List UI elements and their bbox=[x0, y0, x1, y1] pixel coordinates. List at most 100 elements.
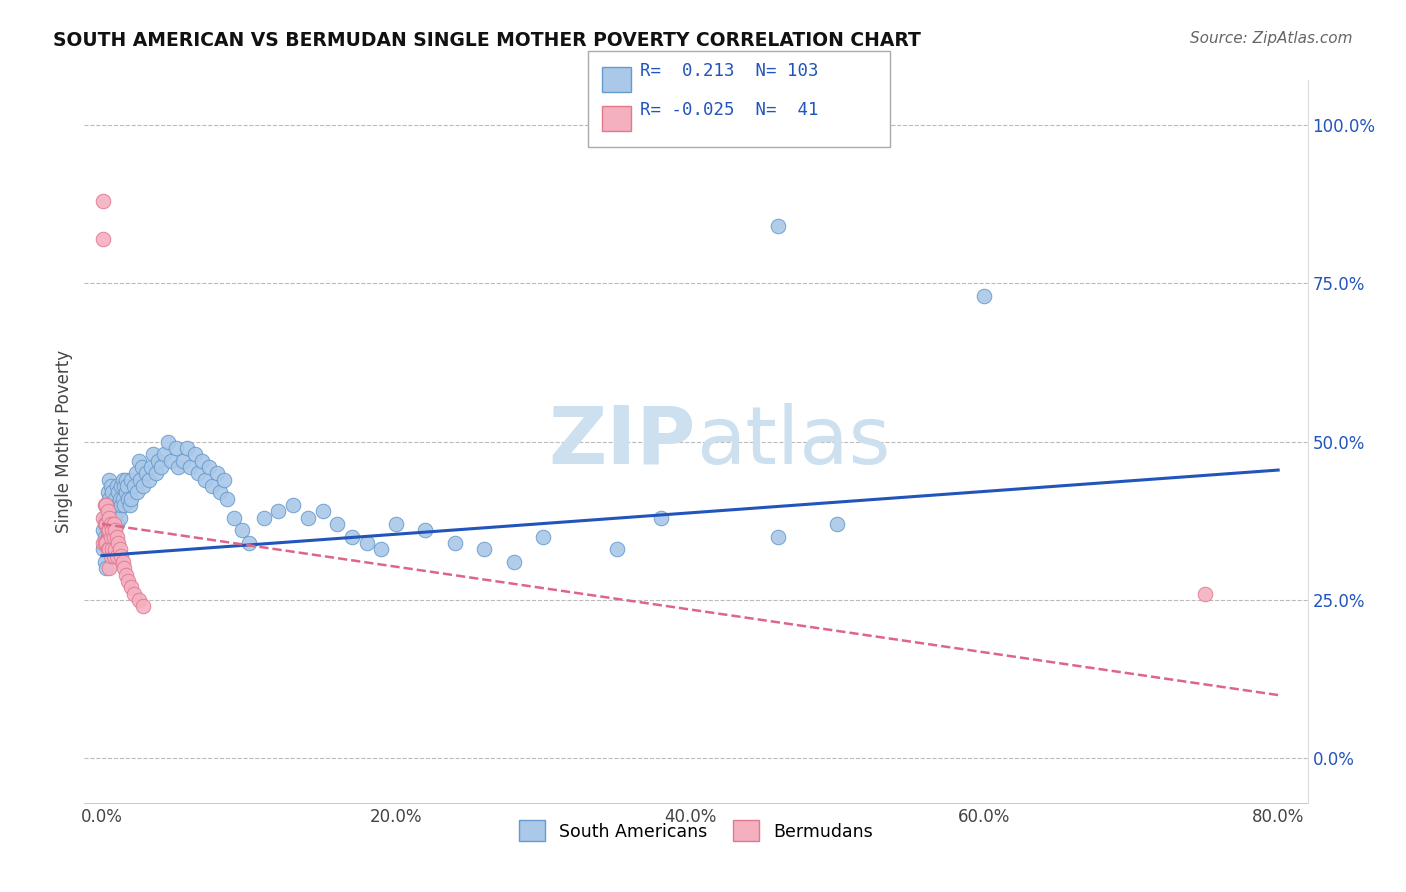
Point bbox=[145, 467, 167, 481]
Point bbox=[98, 542, 121, 557]
Point bbox=[101, 485, 124, 500]
Point bbox=[385, 516, 408, 531]
Point bbox=[201, 479, 224, 493]
Point bbox=[131, 459, 153, 474]
Point bbox=[370, 542, 392, 557]
Point bbox=[114, 473, 136, 487]
Point bbox=[96, 516, 118, 531]
Point bbox=[100, 516, 122, 531]
Point bbox=[98, 510, 121, 524]
Point bbox=[98, 491, 121, 506]
Point bbox=[96, 536, 118, 550]
Point bbox=[231, 523, 253, 537]
Point bbox=[160, 453, 183, 467]
Point bbox=[973, 289, 995, 303]
Point bbox=[152, 447, 174, 461]
Point bbox=[96, 536, 118, 550]
Point bbox=[267, 504, 290, 518]
Point bbox=[94, 498, 117, 512]
Point bbox=[444, 536, 467, 550]
Point bbox=[100, 516, 122, 531]
Point bbox=[187, 467, 209, 481]
Point bbox=[94, 555, 117, 569]
Point bbox=[311, 504, 333, 518]
Point bbox=[112, 498, 135, 512]
Point bbox=[215, 491, 238, 506]
Point bbox=[111, 491, 134, 506]
Point bbox=[115, 479, 138, 493]
Point bbox=[111, 555, 134, 569]
Point bbox=[157, 434, 180, 449]
Point bbox=[238, 536, 260, 550]
Point bbox=[117, 491, 139, 506]
Point bbox=[103, 516, 125, 531]
Point bbox=[101, 504, 124, 518]
Point bbox=[105, 549, 128, 563]
Point bbox=[97, 485, 120, 500]
Point bbox=[149, 459, 172, 474]
Point bbox=[110, 549, 132, 563]
Point bbox=[98, 530, 121, 544]
Text: R= -0.025  N=  41: R= -0.025 N= 41 bbox=[640, 101, 818, 119]
Point bbox=[198, 459, 221, 474]
Point bbox=[104, 491, 127, 506]
Point bbox=[96, 516, 118, 531]
Point bbox=[125, 467, 148, 481]
Point bbox=[139, 459, 162, 474]
Point bbox=[94, 536, 117, 550]
Point bbox=[103, 510, 125, 524]
Legend: South Americans, Bermudans: South Americans, Bermudans bbox=[512, 814, 880, 848]
Point bbox=[112, 479, 135, 493]
Point bbox=[768, 219, 790, 233]
Point bbox=[103, 530, 125, 544]
Point bbox=[127, 485, 149, 500]
Point bbox=[93, 536, 115, 550]
Point bbox=[94, 530, 117, 544]
Point bbox=[108, 542, 131, 557]
Point bbox=[98, 561, 121, 575]
Point bbox=[183, 447, 205, 461]
Point bbox=[132, 599, 155, 614]
Point bbox=[100, 530, 122, 544]
Point bbox=[103, 498, 125, 512]
Point bbox=[94, 516, 117, 531]
Point bbox=[606, 542, 628, 557]
Point bbox=[205, 467, 228, 481]
Point bbox=[165, 441, 187, 455]
Point bbox=[97, 523, 120, 537]
Point bbox=[108, 510, 131, 524]
Point bbox=[124, 479, 146, 493]
Point bbox=[340, 530, 363, 544]
Point bbox=[103, 530, 125, 544]
Point bbox=[281, 498, 304, 512]
Point bbox=[104, 542, 127, 557]
Point bbox=[110, 498, 132, 512]
Point bbox=[114, 485, 136, 500]
Point bbox=[111, 473, 134, 487]
Point bbox=[128, 593, 150, 607]
Point bbox=[98, 523, 121, 537]
Point bbox=[179, 459, 201, 474]
Point bbox=[97, 504, 120, 518]
Point bbox=[120, 580, 142, 594]
Point bbox=[356, 536, 378, 550]
Point bbox=[146, 453, 169, 467]
Text: SOUTH AMERICAN VS BERMUDAN SINGLE MOTHER POVERTY CORRELATION CHART: SOUTH AMERICAN VS BERMUDAN SINGLE MOTHER… bbox=[53, 31, 921, 50]
Point bbox=[117, 574, 139, 588]
Point bbox=[253, 510, 276, 524]
Point bbox=[129, 473, 152, 487]
Point bbox=[101, 542, 124, 557]
Text: R=  0.213  N= 103: R= 0.213 N= 103 bbox=[640, 62, 818, 80]
Point bbox=[167, 459, 190, 474]
Point bbox=[120, 491, 142, 506]
Point bbox=[105, 516, 128, 531]
Point bbox=[502, 555, 524, 569]
Point bbox=[100, 479, 122, 493]
Text: atlas: atlas bbox=[696, 402, 890, 481]
Point bbox=[110, 479, 132, 493]
Point bbox=[93, 232, 115, 246]
Point bbox=[97, 530, 120, 544]
Point bbox=[194, 473, 217, 487]
Point bbox=[97, 542, 120, 557]
Point bbox=[93, 194, 115, 208]
